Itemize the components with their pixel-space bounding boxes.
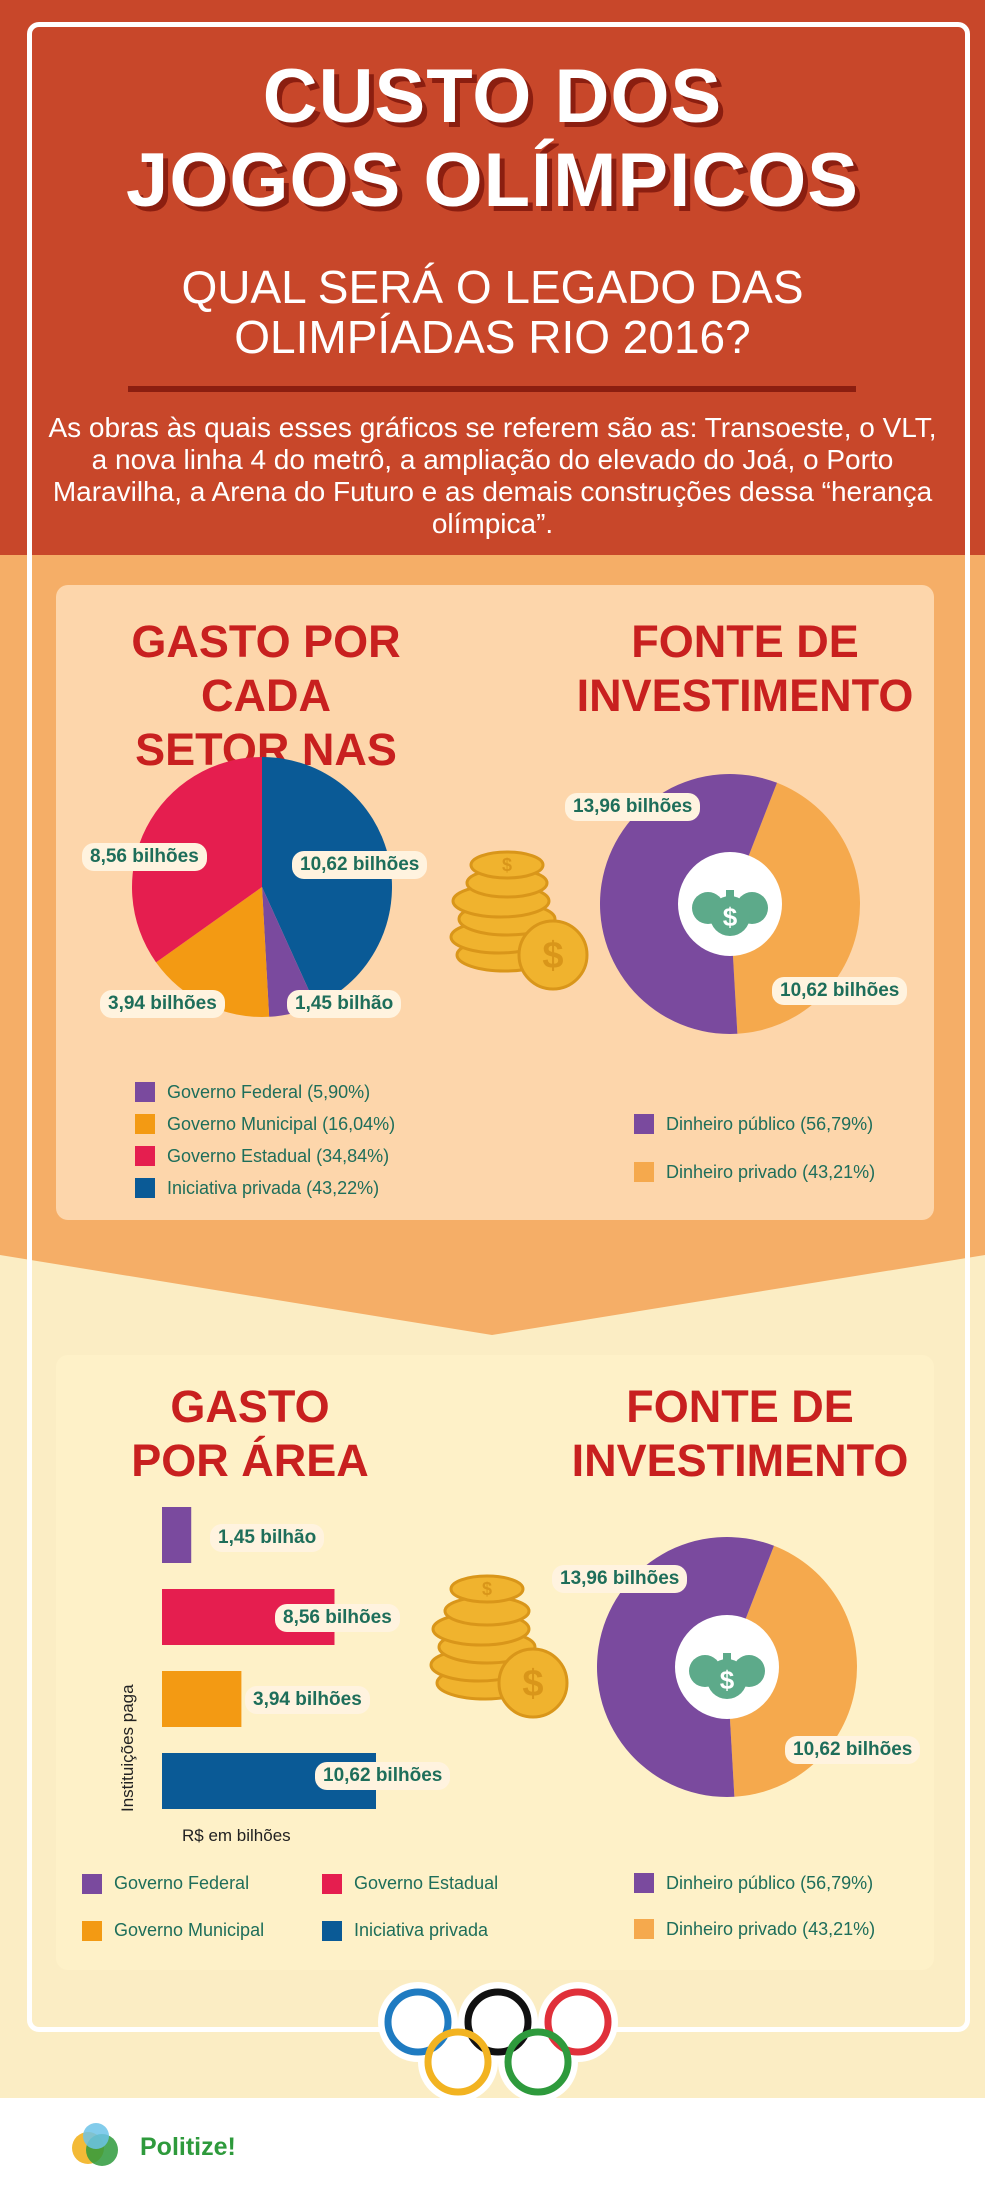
legend-swatch bbox=[322, 1920, 342, 1941]
chart4-title-line-2: INVESTIMENTO bbox=[571, 1435, 909, 1486]
legend-label: Governo Federal bbox=[114, 1873, 250, 1893]
legend-item-municipal: Governo Municipal bbox=[82, 1920, 322, 1941]
legend-label: Dinheiro privado (43,21%) bbox=[666, 1161, 876, 1182]
slice-dinheiro-privado bbox=[727, 1545, 857, 1797]
legend-label: Dinheiro público (56,79%) bbox=[666, 1873, 874, 1893]
chart3-title: GASTO POR ÁREA bbox=[100, 1380, 400, 1488]
legend-label: Governo Estadual (34,84%) bbox=[167, 1145, 390, 1166]
legend-item-estadual: Governo Estadual (34,84%) bbox=[135, 1140, 395, 1172]
donut2-label-public: 13,96 bilhões bbox=[552, 1565, 688, 1593]
legend-swatch bbox=[135, 1114, 155, 1134]
divider-rule bbox=[128, 386, 856, 392]
subtitle-line-2: OLIMPÍADAS RIO 2016? bbox=[234, 311, 751, 363]
legend-item-public: Dinheiro público (56,79%) bbox=[634, 1100, 875, 1148]
svg-text:$: $ bbox=[522, 1663, 543, 1705]
chart4-legend: Dinheiro público (56,79%) Dinheiro priva… bbox=[634, 1873, 875, 1949]
slice-governo-federal bbox=[262, 887, 316, 1017]
money-bags-icon: $ bbox=[678, 852, 782, 956]
bar-label-estadual: 8,56 bilhões bbox=[275, 1604, 400, 1632]
bar-label-municipal: 3,94 bilhões bbox=[245, 1686, 370, 1714]
source-donut-chart-2: $ bbox=[597, 1537, 857, 1797]
legend-swatch bbox=[135, 1082, 155, 1102]
legend-label: Dinheiro privado (43,21%) bbox=[666, 1919, 876, 1939]
chart3-title-line-2: POR ÁREA bbox=[131, 1435, 369, 1486]
olympic-rings-icon bbox=[378, 1982, 618, 2102]
donut1-label-public: 13,96 bilhões bbox=[565, 793, 701, 821]
legend-item-private: Dinheiro privado (43,21%) bbox=[634, 1148, 875, 1196]
slice-iniciativa-privada bbox=[262, 757, 392, 1006]
intro-text: As obras às quais esses gráficos se refe… bbox=[48, 412, 937, 539]
pie1-label-federal: 1,45 bilhão bbox=[287, 990, 402, 1018]
legend-item-privada: Iniciativa privada (43,22%) bbox=[135, 1172, 395, 1204]
svg-text:$: $ bbox=[482, 1579, 492, 1599]
donut2-label-private: 10,62 bilhões bbox=[785, 1736, 921, 1764]
legend-swatch bbox=[82, 1873, 102, 1894]
coin-stack-icon: $ $ bbox=[449, 850, 589, 991]
legend-item-privada: Iniciativa privada bbox=[322, 1920, 522, 1941]
legend-swatch bbox=[634, 1114, 654, 1134]
brand-name: Politize! bbox=[140, 2133, 236, 2161]
legend-swatch bbox=[135, 1146, 155, 1166]
subtitle: QUAL SERÁ O LEGADO DAS OLIMPÍADAS RIO 20… bbox=[0, 262, 985, 362]
legend-label: Dinheiro público (56,79%) bbox=[666, 1113, 874, 1134]
chart3-title-line-1: GASTO bbox=[170, 1381, 330, 1432]
chart4-title: FONTE DE INVESTIMENTO bbox=[555, 1380, 925, 1488]
bar-label-privada: 10,62 bilhões bbox=[315, 1762, 451, 1790]
chart1-title-line-1: GASTO POR CADA bbox=[131, 616, 401, 721]
legend-swatch bbox=[634, 1919, 654, 1939]
slice-governo-municipal bbox=[156, 887, 270, 1017]
title-line-1: CUSTO DOS bbox=[262, 54, 723, 139]
chart2-title-line-1: FONTE DE bbox=[631, 616, 859, 667]
svg-text:$: $ bbox=[502, 855, 512, 875]
chevron-divider bbox=[0, 1185, 985, 1335]
legend-swatch bbox=[634, 1873, 654, 1893]
sector-pie-chart bbox=[132, 757, 392, 1017]
legend-item-federal: Governo Federal bbox=[82, 1873, 322, 1894]
chart3-legend: Governo Federal Governo Estadual Governo… bbox=[82, 1873, 522, 1941]
svg-text:$: $ bbox=[542, 935, 563, 977]
bar-label-federal: 1,45 bilhão bbox=[210, 1524, 325, 1552]
pie1-label-estadual: 8,56 bilhões bbox=[82, 843, 207, 871]
legend-item-private: Dinheiro privado (43,21%) bbox=[634, 1919, 875, 1949]
legend-label: Iniciativa privada bbox=[354, 1920, 489, 1940]
legend-item-estadual: Governo Estadual bbox=[322, 1873, 522, 1894]
chart2-title-line-2: INVESTIMENTO bbox=[576, 670, 914, 721]
politize-logo-icon bbox=[72, 2123, 118, 2166]
legend-swatch bbox=[322, 1873, 342, 1894]
title-line-2: JOGOS OLÍMPICOS bbox=[126, 138, 859, 223]
x-axis-label: R$ em bilhões bbox=[182, 1826, 291, 1845]
chart2-title: FONTE DE INVESTIMENTO bbox=[560, 615, 930, 723]
pie1-label-municipal: 3,94 bilhões bbox=[100, 990, 225, 1018]
header-band bbox=[0, 0, 985, 555]
legend-label: Governo Municipal bbox=[114, 1920, 265, 1940]
chart2-legend: Dinheiro público (56,79%) Dinheiro priva… bbox=[634, 1100, 875, 1196]
legend-item-municipal: Governo Municipal (16,04%) bbox=[135, 1108, 395, 1140]
chart1-legend: Governo Federal (5,90%) Governo Municipa… bbox=[135, 1076, 395, 1204]
svg-text:$: $ bbox=[720, 1665, 735, 1695]
legend-swatch bbox=[634, 1162, 654, 1182]
slice-dinheiro-privado bbox=[730, 782, 860, 1034]
legend-label: Governo Estadual bbox=[354, 1873, 499, 1893]
coin-stack-icon: $ $ bbox=[429, 1574, 569, 1719]
legend-label: Governo Federal (5,90%) bbox=[167, 1081, 371, 1102]
source-donut-chart-1: $ bbox=[600, 774, 860, 1034]
svg-text:$: $ bbox=[723, 902, 738, 932]
chart4-title-line-1: FONTE DE bbox=[626, 1381, 854, 1432]
bar-governo-municipal bbox=[162, 1671, 242, 1727]
pie1-label-privada: 10,62 bilhões bbox=[292, 851, 428, 879]
bar-governo-federal bbox=[162, 1507, 192, 1563]
legend-swatch bbox=[82, 1920, 102, 1941]
footer bbox=[0, 2098, 985, 2201]
legend-label: Governo Municipal (16,04%) bbox=[167, 1113, 396, 1134]
legend-item-federal: Governo Federal (5,90%) bbox=[135, 1076, 395, 1108]
subtitle-line-1: QUAL SERÁ O LEGADO DAS bbox=[181, 261, 804, 313]
main-title: CUSTO DOS JOGOS OLÍMPICOS bbox=[0, 55, 985, 223]
y-axis-label: Instituições paga bbox=[118, 1684, 137, 1812]
legend-swatch bbox=[135, 1178, 155, 1198]
donut1-label-private: 10,62 bilhões bbox=[772, 977, 908, 1005]
legend-label: Iniciativa privada (43,22%) bbox=[167, 1177, 380, 1198]
legend-item-public: Dinheiro público (56,79%) bbox=[634, 1873, 875, 1919]
money-bags-icon: $ bbox=[675, 1615, 779, 1719]
